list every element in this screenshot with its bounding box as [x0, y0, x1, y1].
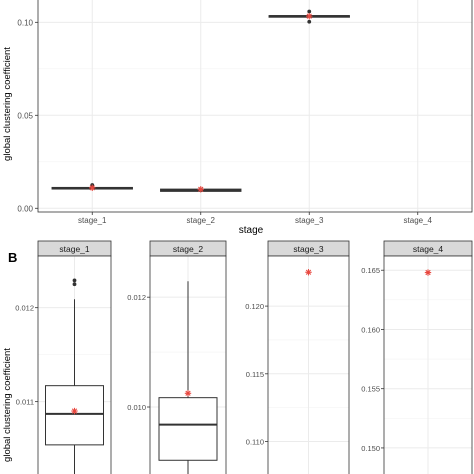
panel-b-label: B: [8, 250, 17, 265]
facet-stage_4-strip-label: stage_4: [413, 244, 444, 254]
facet-stage_4-y-tick-label: 0.150: [361, 444, 380, 453]
facet-stage_2-mean-marker-stroke: [185, 390, 191, 396]
panel-a-y-tick-label: 0.05: [17, 111, 33, 120]
facet-stage_2-border: [149, 255, 227, 474]
facet-stage_2-y-tick-label: 0.010: [127, 403, 146, 412]
panel-a-stage_3-outlier-1: [307, 19, 312, 24]
facet-stage_1-mean-marker-stroke: [71, 408, 78, 414]
panel-a-stage_3-mean-marker-stroke: [306, 13, 312, 19]
panel-a-stage_1-mean-marker: [89, 184, 96, 192]
facet-stage_3-border: [267, 255, 350, 474]
panel-a-stage_3-mean-marker: [306, 12, 313, 20]
facet-stage_2-y-tick-label: 0.012: [127, 293, 146, 302]
panel-a-plot-area: [38, 0, 472, 212]
panel-a-stage_2-mean-marker: [197, 186, 204, 193]
facet-stage_3-mean-marker-stroke: [305, 269, 312, 275]
panel-a-y-axis-label: global clustering coefficient: [2, 47, 13, 161]
facet-stage_3-y-tick-label: 0.115: [246, 370, 264, 379]
facet-stage_1-y-tick-label: 0.012: [15, 304, 34, 313]
facet-stage_4-y-tick-label: 0.160: [361, 325, 380, 334]
panel-a-stage_2-mean-marker-stroke: [198, 186, 204, 192]
facet-stage_3-strip-label: stage_3: [293, 244, 324, 254]
facet-stage_2-box: [158, 397, 218, 461]
panel-a-x-tick-label: stage_4: [404, 216, 433, 225]
facet-stage_1-border: [37, 255, 112, 474]
facet-stage_2-strip-label: stage_2: [173, 244, 204, 254]
panel-b-y-axis-label: global clustering coefficient: [2, 348, 13, 462]
facet-stage_2-mean-marker: [184, 390, 192, 397]
facet-stage_1-outlier-1: [72, 278, 77, 283]
panel-a-x-tick-label: stage_2: [187, 216, 216, 225]
facet-stage_1-strip-label: stage_1: [59, 244, 90, 254]
facet-stage_4-y-tick-label: 0.165: [361, 266, 380, 275]
facet-stage_3-y-tick-label: 0.110: [246, 438, 264, 447]
facet-stage_3-mean-marker: [305, 269, 312, 276]
panel-a-x-axis-label: stage: [239, 225, 264, 236]
panel-a-border: [37, 0, 473, 213]
facet-stage_1-y-tick-label: 0.011: [16, 398, 34, 407]
panel-a-x-tick-label: stage_3: [295, 216, 324, 225]
facet-stage_1-outlier-0: [72, 282, 77, 287]
panel-a-x-tick-label: stage_1: [78, 216, 107, 225]
facet-stage_4-border: [383, 255, 473, 474]
facet-stage_1-mean-marker: [71, 407, 78, 415]
panel-a-stage_3-outlier-0: [307, 9, 312, 14]
panel-a-y-tick-label: 0.00: [17, 204, 33, 213]
panel-a-y-tick-label: 0.10: [17, 18, 33, 27]
facet-stage_4-mean-marker: [424, 269, 432, 276]
facet-stage_4-mean-marker-stroke: [425, 269, 431, 276]
facet-stage_1-box: [45, 385, 104, 446]
panel-a-stage_1-mean-marker-stroke: [89, 185, 95, 191]
facet-stage_3-y-tick-label: 0.120: [245, 302, 264, 311]
facet-stage_4-y-tick-label: 0.155: [361, 385, 380, 394]
